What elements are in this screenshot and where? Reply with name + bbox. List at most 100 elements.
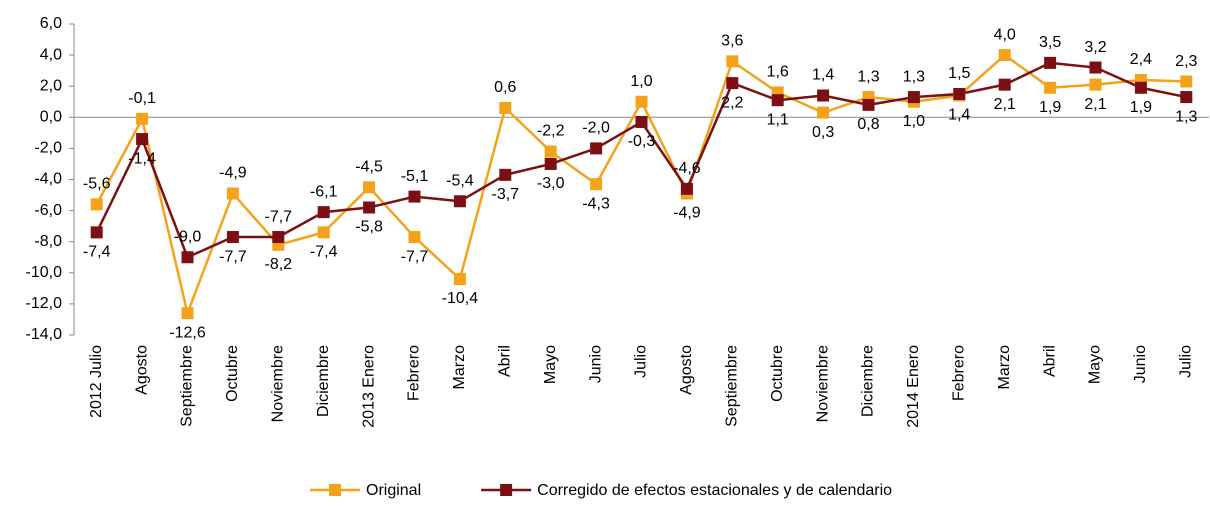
x-tick-label: Noviembre: [270, 345, 287, 422]
value-label: -2,2: [537, 123, 565, 140]
marker: [998, 78, 1011, 91]
value-label: -4,9: [673, 205, 701, 222]
marker: [635, 95, 648, 108]
x-tick-label: Junio: [1132, 345, 1149, 383]
x-tick-label: Mayo: [542, 345, 559, 384]
marker: [1180, 75, 1193, 88]
value-label: -7,4: [83, 244, 111, 261]
y-tick-label: -6,0: [34, 202, 62, 219]
marker: [771, 94, 784, 107]
value-label: -7,7: [219, 248, 247, 265]
x-tick-label: 2012 Julio: [88, 345, 105, 418]
value-label: -7,7: [265, 208, 293, 225]
x-tick-label: Mayo: [1087, 345, 1104, 384]
value-label: 1,9: [1039, 99, 1061, 116]
marker: [90, 226, 103, 239]
marker: [408, 231, 421, 244]
marker: [726, 55, 739, 68]
value-label: 1,4: [812, 67, 834, 84]
x-tick-label: Agosto: [678, 345, 695, 395]
x-tick-label: Abril: [1041, 345, 1058, 377]
marker: [226, 187, 239, 200]
marker: [817, 106, 830, 119]
x-tick-label: Noviembre: [814, 345, 831, 422]
value-label: 1,3: [1175, 108, 1197, 125]
value-label: -10,4: [442, 290, 479, 307]
series-line: [95, 53, 1187, 318]
value-label: 3,2: [1084, 39, 1106, 56]
marker: [226, 231, 239, 244]
value-label: -7,7: [401, 248, 429, 265]
value-label: -5,8: [355, 219, 383, 236]
marker: [453, 273, 466, 286]
marker: [1044, 81, 1057, 94]
value-label: 2,4: [1130, 51, 1152, 68]
x-tick-label: Octubre: [769, 345, 786, 402]
value-label: 1,9: [1130, 99, 1152, 116]
marker: [181, 307, 194, 320]
value-label: -6,1: [310, 183, 338, 200]
value-label: -4,3: [582, 195, 610, 212]
x-tick-label: Febrero: [406, 345, 423, 401]
value-label: 1,1: [767, 111, 789, 128]
value-label: -3,7: [492, 186, 520, 203]
marker: [499, 101, 512, 114]
y-tick-label: 2,0: [40, 77, 62, 94]
marker: [590, 142, 603, 155]
marker: [317, 206, 330, 219]
marker: [181, 251, 194, 264]
value-label: 2,1: [1084, 96, 1106, 113]
value-label: 1,0: [903, 113, 925, 130]
marker: [136, 112, 149, 125]
marker: [453, 195, 466, 208]
marker: [1180, 91, 1193, 104]
value-label: 1,4: [948, 107, 970, 124]
value-label: 2,3: [1175, 53, 1197, 70]
value-label: -1,4: [128, 150, 156, 167]
marker: [590, 178, 603, 191]
value-label: -9,0: [174, 228, 202, 245]
value-label: 0,8: [857, 116, 879, 133]
x-tick-label: Julio: [1178, 345, 1195, 378]
y-tick-label: 4,0: [40, 46, 62, 63]
value-label: 1,3: [857, 68, 879, 85]
x-tick-label: Diciembre: [860, 345, 877, 417]
marker: [499, 168, 512, 181]
x-tick-label: Octubre: [224, 345, 241, 402]
marker: [862, 98, 875, 111]
marker: [953, 87, 966, 100]
value-label: 2,2: [721, 94, 743, 111]
marker: [136, 133, 149, 146]
y-tick-label: -14,0: [26, 326, 63, 343]
marker: [726, 77, 739, 90]
value-label: 0,3: [812, 124, 834, 141]
x-tick-label: 2014 Enero: [905, 345, 922, 428]
value-label: -4,6: [673, 160, 701, 177]
marker: [363, 201, 376, 214]
legend-label: Original: [366, 482, 421, 499]
marker: [817, 89, 830, 102]
value-label: -7,4: [310, 244, 338, 261]
value-label: -12,6: [169, 324, 206, 341]
value-label: -5,4: [446, 172, 474, 189]
y-tick-label: 6,0: [40, 15, 62, 32]
x-tick-label: Septiembre: [179, 345, 196, 427]
marker: [907, 91, 920, 104]
value-label: -4,5: [355, 158, 383, 175]
y-tick-label: -10,0: [26, 264, 63, 281]
y-tick-label: -8,0: [34, 233, 62, 250]
value-label: 3,6: [721, 33, 743, 50]
value-label: -2,0: [582, 120, 610, 137]
marker: [1044, 56, 1057, 69]
marker: [408, 190, 421, 203]
marker: [1134, 81, 1147, 94]
x-tick-label: Febrero: [951, 345, 968, 401]
series-line: [95, 61, 1187, 259]
value-label: 0,6: [494, 79, 516, 96]
y-tick-label: -4,0: [34, 171, 62, 188]
marker: [317, 226, 330, 239]
value-label: 1,3: [903, 68, 925, 85]
value-label: 3,5: [1039, 34, 1061, 51]
legend-marker: [329, 484, 341, 496]
